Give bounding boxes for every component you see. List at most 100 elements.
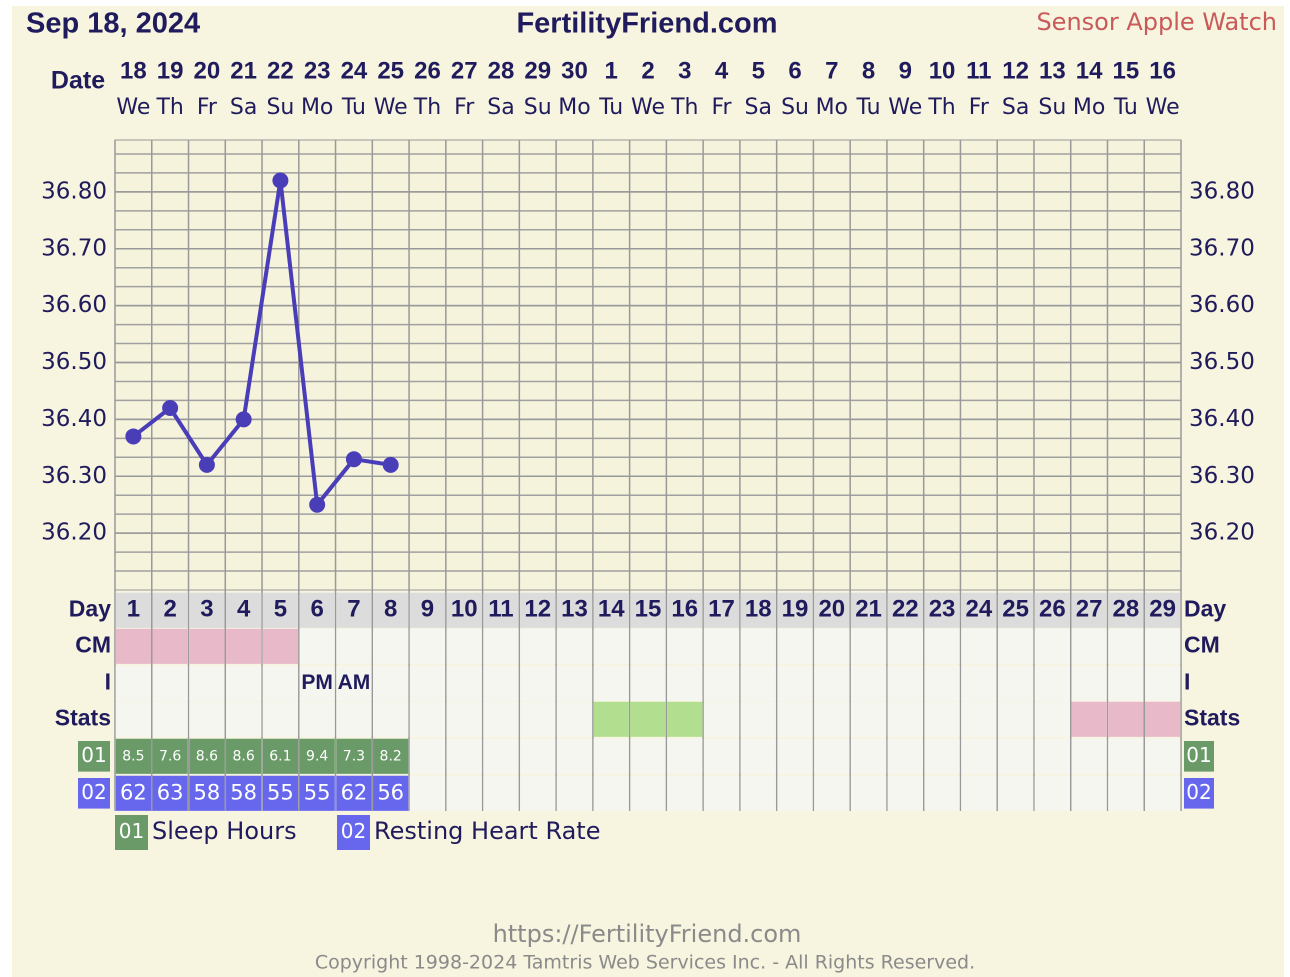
- code-label: 02: [1186, 780, 1211, 804]
- table-cell: [740, 592, 776, 628]
- sleep_hours-cell: [336, 738, 372, 774]
- code-label: 01: [119, 819, 144, 843]
- table-cell: [887, 665, 923, 701]
- table-cell: [703, 665, 740, 701]
- cycle-day: 25: [1002, 596, 1029, 623]
- table-cell: [262, 701, 299, 737]
- table-cell: [630, 592, 666, 628]
- table-cell: [409, 701, 446, 737]
- table-cell: [226, 665, 262, 701]
- date-label: 15: [1113, 57, 1140, 84]
- resting_heart_rate-value: 55: [304, 780, 331, 804]
- table-cell: [593, 592, 629, 628]
- table-cell: [740, 701, 776, 737]
- table-cell: [336, 628, 372, 664]
- cycle-day: 2: [163, 596, 176, 623]
- cm-cell: [115, 628, 152, 664]
- resting_heart_rate-cell: [115, 775, 152, 811]
- sleep_hours-cell: [189, 738, 225, 774]
- table-cell: [373, 665, 409, 701]
- resting_heart_rate-cell: [262, 775, 299, 811]
- sleep_hours-value: 8.2: [380, 748, 402, 764]
- sleep_hours-cell: [226, 738, 262, 774]
- cm-row-label: CM: [1184, 631, 1220, 657]
- resting_heart_rate-value: 62: [120, 780, 147, 804]
- cycle-day: 22: [892, 596, 919, 623]
- date-label: 18: [120, 57, 147, 84]
- sleep_hours-cell: [373, 738, 409, 774]
- table-cell: [593, 775, 629, 811]
- table-cell: [556, 738, 593, 774]
- cycle-day: 7: [347, 596, 360, 623]
- y2-tick-label: 36.30: [1189, 463, 1255, 489]
- table-cell: [483, 592, 519, 628]
- table-cell: [1071, 628, 1107, 664]
- cycle-day: 1: [127, 596, 140, 623]
- table-cell: [740, 665, 776, 701]
- weekday-label: Tu: [856, 95, 881, 120]
- cycle-day: 5: [274, 596, 287, 623]
- table-cell: [593, 738, 629, 774]
- date-label: 30: [561, 57, 588, 84]
- code-label: 02: [341, 819, 366, 843]
- weekday-label: We: [116, 95, 150, 120]
- table-cell: [924, 592, 960, 628]
- table-cell: [777, 701, 813, 737]
- resting_heart_rate-value: 56: [377, 780, 404, 804]
- table-cell: [630, 628, 666, 664]
- temperature-point: [345, 451, 362, 468]
- legend-label: Resting Heart Rate: [374, 817, 600, 845]
- sleep_hours-value: 9.4: [306, 748, 328, 764]
- table-cell: [703, 592, 740, 628]
- resting_heart_rate-cell: [336, 775, 372, 811]
- code-box: [1184, 778, 1214, 809]
- table-cell: [446, 665, 482, 701]
- sleep_hours-cell: [152, 738, 188, 774]
- resting_heart_rate-value: 62: [341, 780, 368, 804]
- sleep_hours-cell: [262, 738, 299, 774]
- table-cell: [299, 701, 335, 737]
- cycle-day: 12: [524, 596, 551, 623]
- table-cell: [740, 775, 776, 811]
- code-box: [337, 815, 370, 850]
- table-cell: [777, 738, 813, 774]
- table-cell: [1108, 738, 1144, 774]
- table-cell: [409, 738, 446, 774]
- table-cell: [1144, 775, 1181, 811]
- table-cell: [961, 592, 997, 628]
- date-label: 1: [605, 57, 618, 84]
- table-cell: [850, 628, 887, 664]
- table-cell: [409, 628, 446, 664]
- table-cell: [667, 665, 703, 701]
- weekday-label: Th: [927, 95, 955, 120]
- cycle-day: 29: [1149, 596, 1176, 623]
- table-cell: [152, 701, 188, 737]
- table-cell: [777, 665, 813, 701]
- table-cell: [703, 738, 740, 774]
- chart-date: Sep 18, 2024: [26, 8, 200, 40]
- temperature-point: [198, 456, 215, 473]
- resting_heart_rate-cell: [299, 775, 335, 811]
- date-label: 28: [488, 57, 515, 84]
- cycle-day: 8: [384, 596, 397, 623]
- date-label: 10: [929, 57, 956, 84]
- table-cell: [483, 701, 519, 737]
- weekday-label: We: [1146, 95, 1180, 120]
- cm-cell: [152, 628, 188, 664]
- weekday-label: Sa: [1002, 95, 1029, 120]
- table-cell: [887, 592, 923, 628]
- table-cell: [1071, 775, 1107, 811]
- table-cell: [887, 701, 923, 737]
- resting_heart_rate-value: 58: [194, 780, 221, 804]
- cycle-day: 18: [745, 596, 772, 623]
- cycle-day: 13: [561, 596, 588, 623]
- intercourse-entry: AM: [338, 671, 371, 694]
- resting_heart_rate-cell: [373, 775, 409, 811]
- cycle-day: 20: [818, 596, 845, 623]
- resting_heart_rate-value: 58: [230, 780, 257, 804]
- sleep_hours-cell: [115, 738, 152, 774]
- cycle-day: 10: [451, 596, 478, 623]
- table-cell: [814, 775, 850, 811]
- table-cell: [961, 628, 997, 664]
- stats-cell: [1108, 701, 1144, 737]
